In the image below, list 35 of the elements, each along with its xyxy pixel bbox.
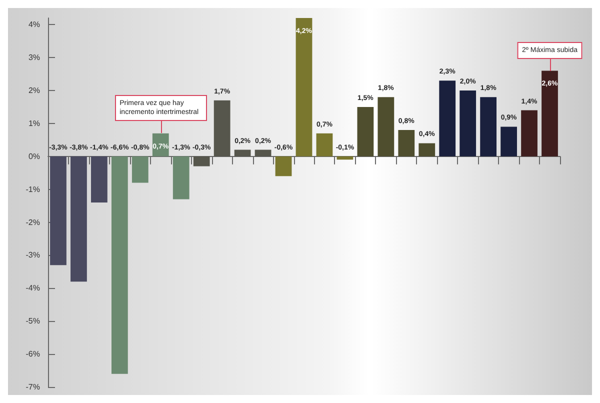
- y-tick-label: -5%: [26, 316, 40, 326]
- bar: [70, 156, 87, 282]
- y-tick-label: -6%: [26, 350, 40, 359]
- bar: [132, 156, 148, 183]
- bar: [521, 110, 538, 156]
- bar: [398, 130, 415, 156]
- y-tick-label: -3%: [26, 250, 40, 260]
- y-tick-label: 1%: [28, 118, 40, 128]
- bar: [214, 100, 230, 156]
- bar: [316, 133, 333, 156]
- bar: [357, 106, 374, 156]
- bar: [296, 18, 312, 156]
- bar: [111, 156, 128, 374]
- bar: [542, 70, 558, 156]
- y-tick-label: 3%: [28, 53, 40, 62]
- bar: [439, 80, 456, 156]
- bar: [275, 156, 292, 176]
- y-tick-label: 4%: [28, 20, 40, 30]
- bar: [418, 143, 436, 156]
- bar: [500, 126, 517, 156]
- y-tick-label: -4%: [26, 284, 40, 293]
- y-tick-label: -1%: [26, 184, 40, 194]
- y-tick-label: -2%: [26, 218, 40, 227]
- bar: [254, 150, 272, 156]
- bar: [193, 156, 210, 166]
- bar: [378, 97, 394, 156]
- bar: [172, 156, 190, 200]
- y-tick-label: 0%: [28, 152, 40, 161]
- bar: [50, 156, 66, 266]
- y-tick-label: -7%: [26, 382, 40, 392]
- y-tick-label: 2%: [28, 86, 40, 95]
- bar: [91, 156, 108, 202]
- bar: [480, 97, 497, 156]
- bar: [460, 90, 476, 156]
- bar: [234, 150, 251, 156]
